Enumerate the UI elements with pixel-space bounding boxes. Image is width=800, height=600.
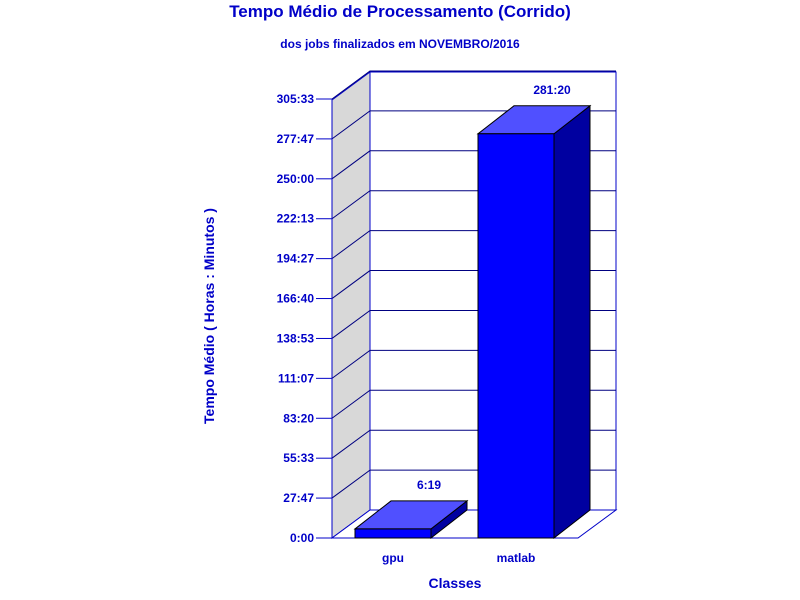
- chart-subtitle: dos jobs finalizados em NOVEMBRO/2016: [280, 37, 520, 51]
- data-label-gpu: 6:19: [417, 478, 441, 492]
- y-tick-label: 305:33: [277, 92, 315, 106]
- x-tick-label-gpu: gpu: [382, 551, 404, 565]
- y-axis-title: Tempo Médio ( Horas : Minutos ): [201, 208, 217, 424]
- data-label-matlab: 281:20: [533, 83, 571, 97]
- y-tick-label: 166:40: [277, 292, 315, 306]
- y-tick-label: 83:20: [283, 411, 314, 425]
- y-tick-label: 222:13: [277, 212, 315, 226]
- plot-area: 0:00 27:47 55:33 83:20 111:07 138:53 166:40 194…: [277, 70, 618, 565]
- y-tick-label: 27:47: [283, 491, 314, 505]
- y-tick-label: 138:53: [277, 331, 315, 345]
- x-axis-title: Classes: [429, 575, 482, 591]
- side-wall: [331, 71, 371, 539]
- y-tick-label: 55:33: [283, 451, 314, 465]
- bar-gpu: [354, 528, 432, 539]
- x-tick-label-matlab: matlab: [497, 551, 536, 565]
- bar-matlab: [477, 133, 555, 539]
- y-tick-label: 194:27: [277, 252, 315, 266]
- bar-side-matlab: [553, 104, 591, 540]
- y-tick-label: 250:00: [277, 172, 315, 186]
- gridline: [331, 70, 616, 100]
- y-tick-label: 277:47: [277, 132, 315, 146]
- chart-title: Tempo Médio de Processamento (Corrido): [229, 2, 571, 21]
- y-tick-label: 111:07: [278, 371, 314, 385]
- y-tick-label: 0:00: [290, 531, 314, 545]
